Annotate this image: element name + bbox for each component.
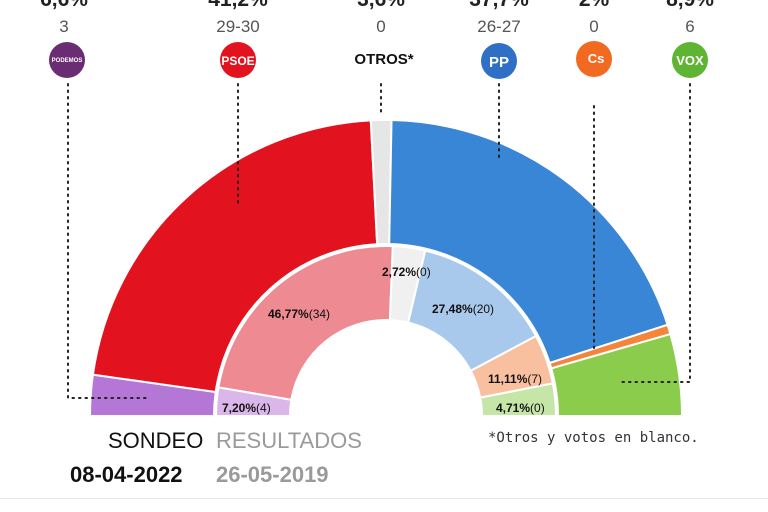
inner-segment-vox xyxy=(479,382,558,417)
podemos-pct-label: 6,6% xyxy=(40,0,88,11)
inner-segment-psoe xyxy=(217,245,394,401)
header-cs: 2% 0 Cs xyxy=(576,0,612,77)
inner-label-cs: 11,11%(7) xyxy=(488,372,542,386)
cs-pct-label: 2% xyxy=(579,0,610,11)
inner-cs-seats: (7) xyxy=(527,372,542,386)
otros-name-label: OTROS* xyxy=(354,51,413,68)
pp-logo-icon xyxy=(481,43,517,79)
vox-pct-label: 8,9% xyxy=(666,0,714,11)
podemos-logo-text: PODEMOS xyxy=(52,58,83,64)
otros-pct-label: 3,6% xyxy=(357,0,405,11)
inner-label-podemos: 7,20%(4) xyxy=(222,401,271,415)
inner-label-pp: 27,48%(20) xyxy=(432,302,494,316)
podemos-seats-label: 3 xyxy=(59,17,68,36)
inner-cs-pct: 11,11% xyxy=(488,372,528,386)
pp-logo-text: PP xyxy=(489,54,509,71)
pp-pct-label: 37,7% xyxy=(469,0,529,11)
cs-seats-label: 0 xyxy=(589,17,598,36)
bottom-divider xyxy=(0,498,768,499)
psoe-pct-label: 41,2% xyxy=(208,0,268,11)
header-pp: 37,7% 26-27 PP xyxy=(469,0,529,79)
inner-pp-seats: (20) xyxy=(473,302,494,316)
inner-label-psoe: 46,77%(34) xyxy=(268,307,330,321)
vox-logo-icon xyxy=(672,42,708,78)
outer-ring xyxy=(88,119,684,417)
header-vox: 8,9% 6 VOX xyxy=(666,0,714,78)
inner-podemos-seats: (4) xyxy=(256,401,271,415)
inner-pp-pct: 27,48% xyxy=(432,302,473,316)
vox-seats-label: 6 xyxy=(685,17,694,36)
footnote: *Otros y votos en blanco. xyxy=(488,430,699,446)
inner-psoe-pct: 46,77% xyxy=(268,307,309,321)
podemos-logo-icon xyxy=(49,42,85,78)
outer-segment-psoe xyxy=(91,119,379,394)
cs-logo-text: Cs xyxy=(588,51,605,66)
header-psoe: 41,2% 29-30 PSOE xyxy=(208,0,268,78)
podemos-leader-line xyxy=(67,83,151,399)
inner-otros-pct: 2,72% xyxy=(382,265,416,279)
vox-logo-text: VOX xyxy=(676,53,704,68)
psoe-logo-icon xyxy=(220,42,256,78)
inner-otros-seats: (0) xyxy=(416,265,431,279)
legend-resultados-date: 26-05-2019 xyxy=(216,462,329,487)
legend-sondeo-date: 08-04-2022 xyxy=(70,462,183,487)
inner-vox-pct: 4,71% xyxy=(496,401,530,415)
inner-label-vox: 4,71%(0) xyxy=(496,401,545,415)
inner-vox-seats: (0) xyxy=(530,401,545,415)
psoe-logo-text: PSOE xyxy=(221,54,254,68)
inner-psoe-seats: (34) xyxy=(309,307,330,321)
cs-logo-icon xyxy=(576,41,612,77)
outer-segment-pp xyxy=(388,119,669,365)
inner-podemos-pct: 7,20% xyxy=(222,401,256,415)
inner-ring xyxy=(214,245,558,417)
legend-resultados-label: RESULTADOS xyxy=(216,428,362,453)
outer-segment-vox xyxy=(550,332,684,417)
vox-leader-line xyxy=(617,83,691,383)
inner-label-otros: 2,72%(0) xyxy=(382,265,431,279)
psoe-seats-label: 29-30 xyxy=(216,17,259,36)
otros-seats-label: 0 xyxy=(376,17,385,36)
header-podemos: 6,6% 3 PODEMOS xyxy=(40,0,88,78)
header-otros: 3,6% 0 OTROS* xyxy=(354,0,413,68)
pp-seats-label: 26-27 xyxy=(477,17,520,36)
legend-sondeo-label: SONDEO xyxy=(108,428,204,453)
